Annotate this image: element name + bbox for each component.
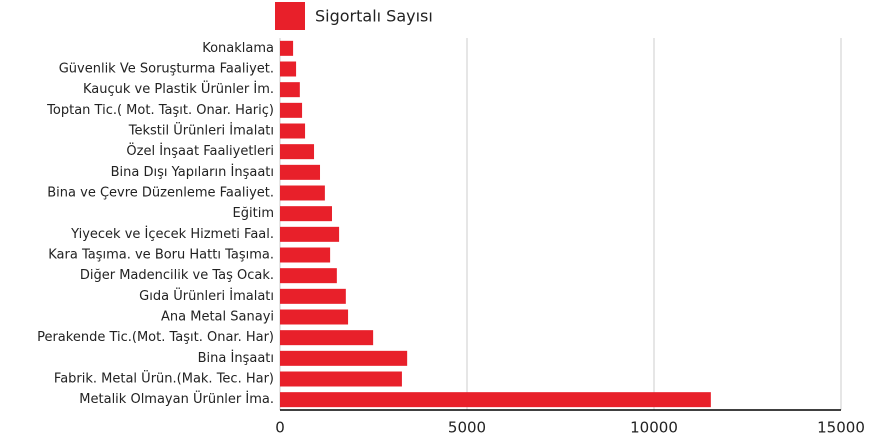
bar: [280, 40, 294, 56]
bar: [280, 206, 332, 222]
bar: [280, 371, 402, 387]
x-tick-label: 0: [275, 419, 285, 437]
bar: [280, 144, 315, 160]
y-tick-label: Toptan Tic.( Mot. Taşıt. Onar. Hariç): [46, 103, 274, 118]
bar: [280, 288, 346, 304]
y-tick-label: Özel İnşaat Faaliyetleri: [126, 142, 274, 159]
bar: [280, 123, 306, 139]
legend-swatch: [275, 2, 305, 30]
bar: [280, 164, 321, 180]
bar: [280, 102, 303, 118]
bar: [280, 268, 337, 284]
bar: [280, 330, 374, 346]
y-tick-label: Bina ve Çevre Düzenleme Faaliyet.: [47, 186, 274, 201]
bar: [280, 82, 300, 98]
y-tick-label: Yiyecek ve İçecek Hizmeti Faal.: [70, 226, 274, 242]
bar: [280, 392, 711, 408]
y-tick-label: Perakende Tic.(Mot. Taşıt. Onar. Har): [37, 330, 274, 345]
bar: [280, 61, 297, 77]
y-tick-label: Gıda Ürünleri İmalatı: [139, 287, 274, 304]
bar: [280, 226, 340, 242]
legend-label: Sigortalı Sayısı: [315, 7, 433, 26]
y-tick-label: Bina Dışı Yapıların İnşaatı: [111, 164, 274, 180]
y-tick-label: Güvenlik Ve Soruşturma Faaliyet.: [59, 62, 274, 77]
y-tick-label: Konaklama: [202, 41, 274, 56]
bar: [280, 350, 408, 366]
y-tick-label: Kara Taşıma. ve Boru Hattı Taşıma.: [48, 248, 274, 263]
x-tick-label: 10000: [630, 419, 678, 437]
y-tick-label: Tekstil Ürünleri İmalatı: [128, 122, 274, 139]
x-tick-label: 5000: [448, 419, 486, 437]
bar: [280, 309, 349, 325]
y-tick-label: Bina İnşaatı: [198, 350, 274, 366]
y-tick-label: Eğitim: [233, 206, 274, 221]
y-tick-label: Fabrik. Metal Ürün.(Mak. Tec. Har): [54, 370, 274, 387]
y-tick-label: Kauçuk ve Plastik Ürünler İm.: [83, 80, 274, 97]
bar: [280, 247, 331, 263]
y-tick-label: Ana Metal Sanayi: [161, 310, 274, 325]
bar: [280, 185, 325, 201]
y-tick-label: Diğer Madencilik ve Taş Ocak.: [80, 268, 274, 283]
x-tick-label: 15000: [817, 419, 865, 437]
y-tick-label: Metalik Olmayan Ürünler İma.: [79, 390, 274, 407]
